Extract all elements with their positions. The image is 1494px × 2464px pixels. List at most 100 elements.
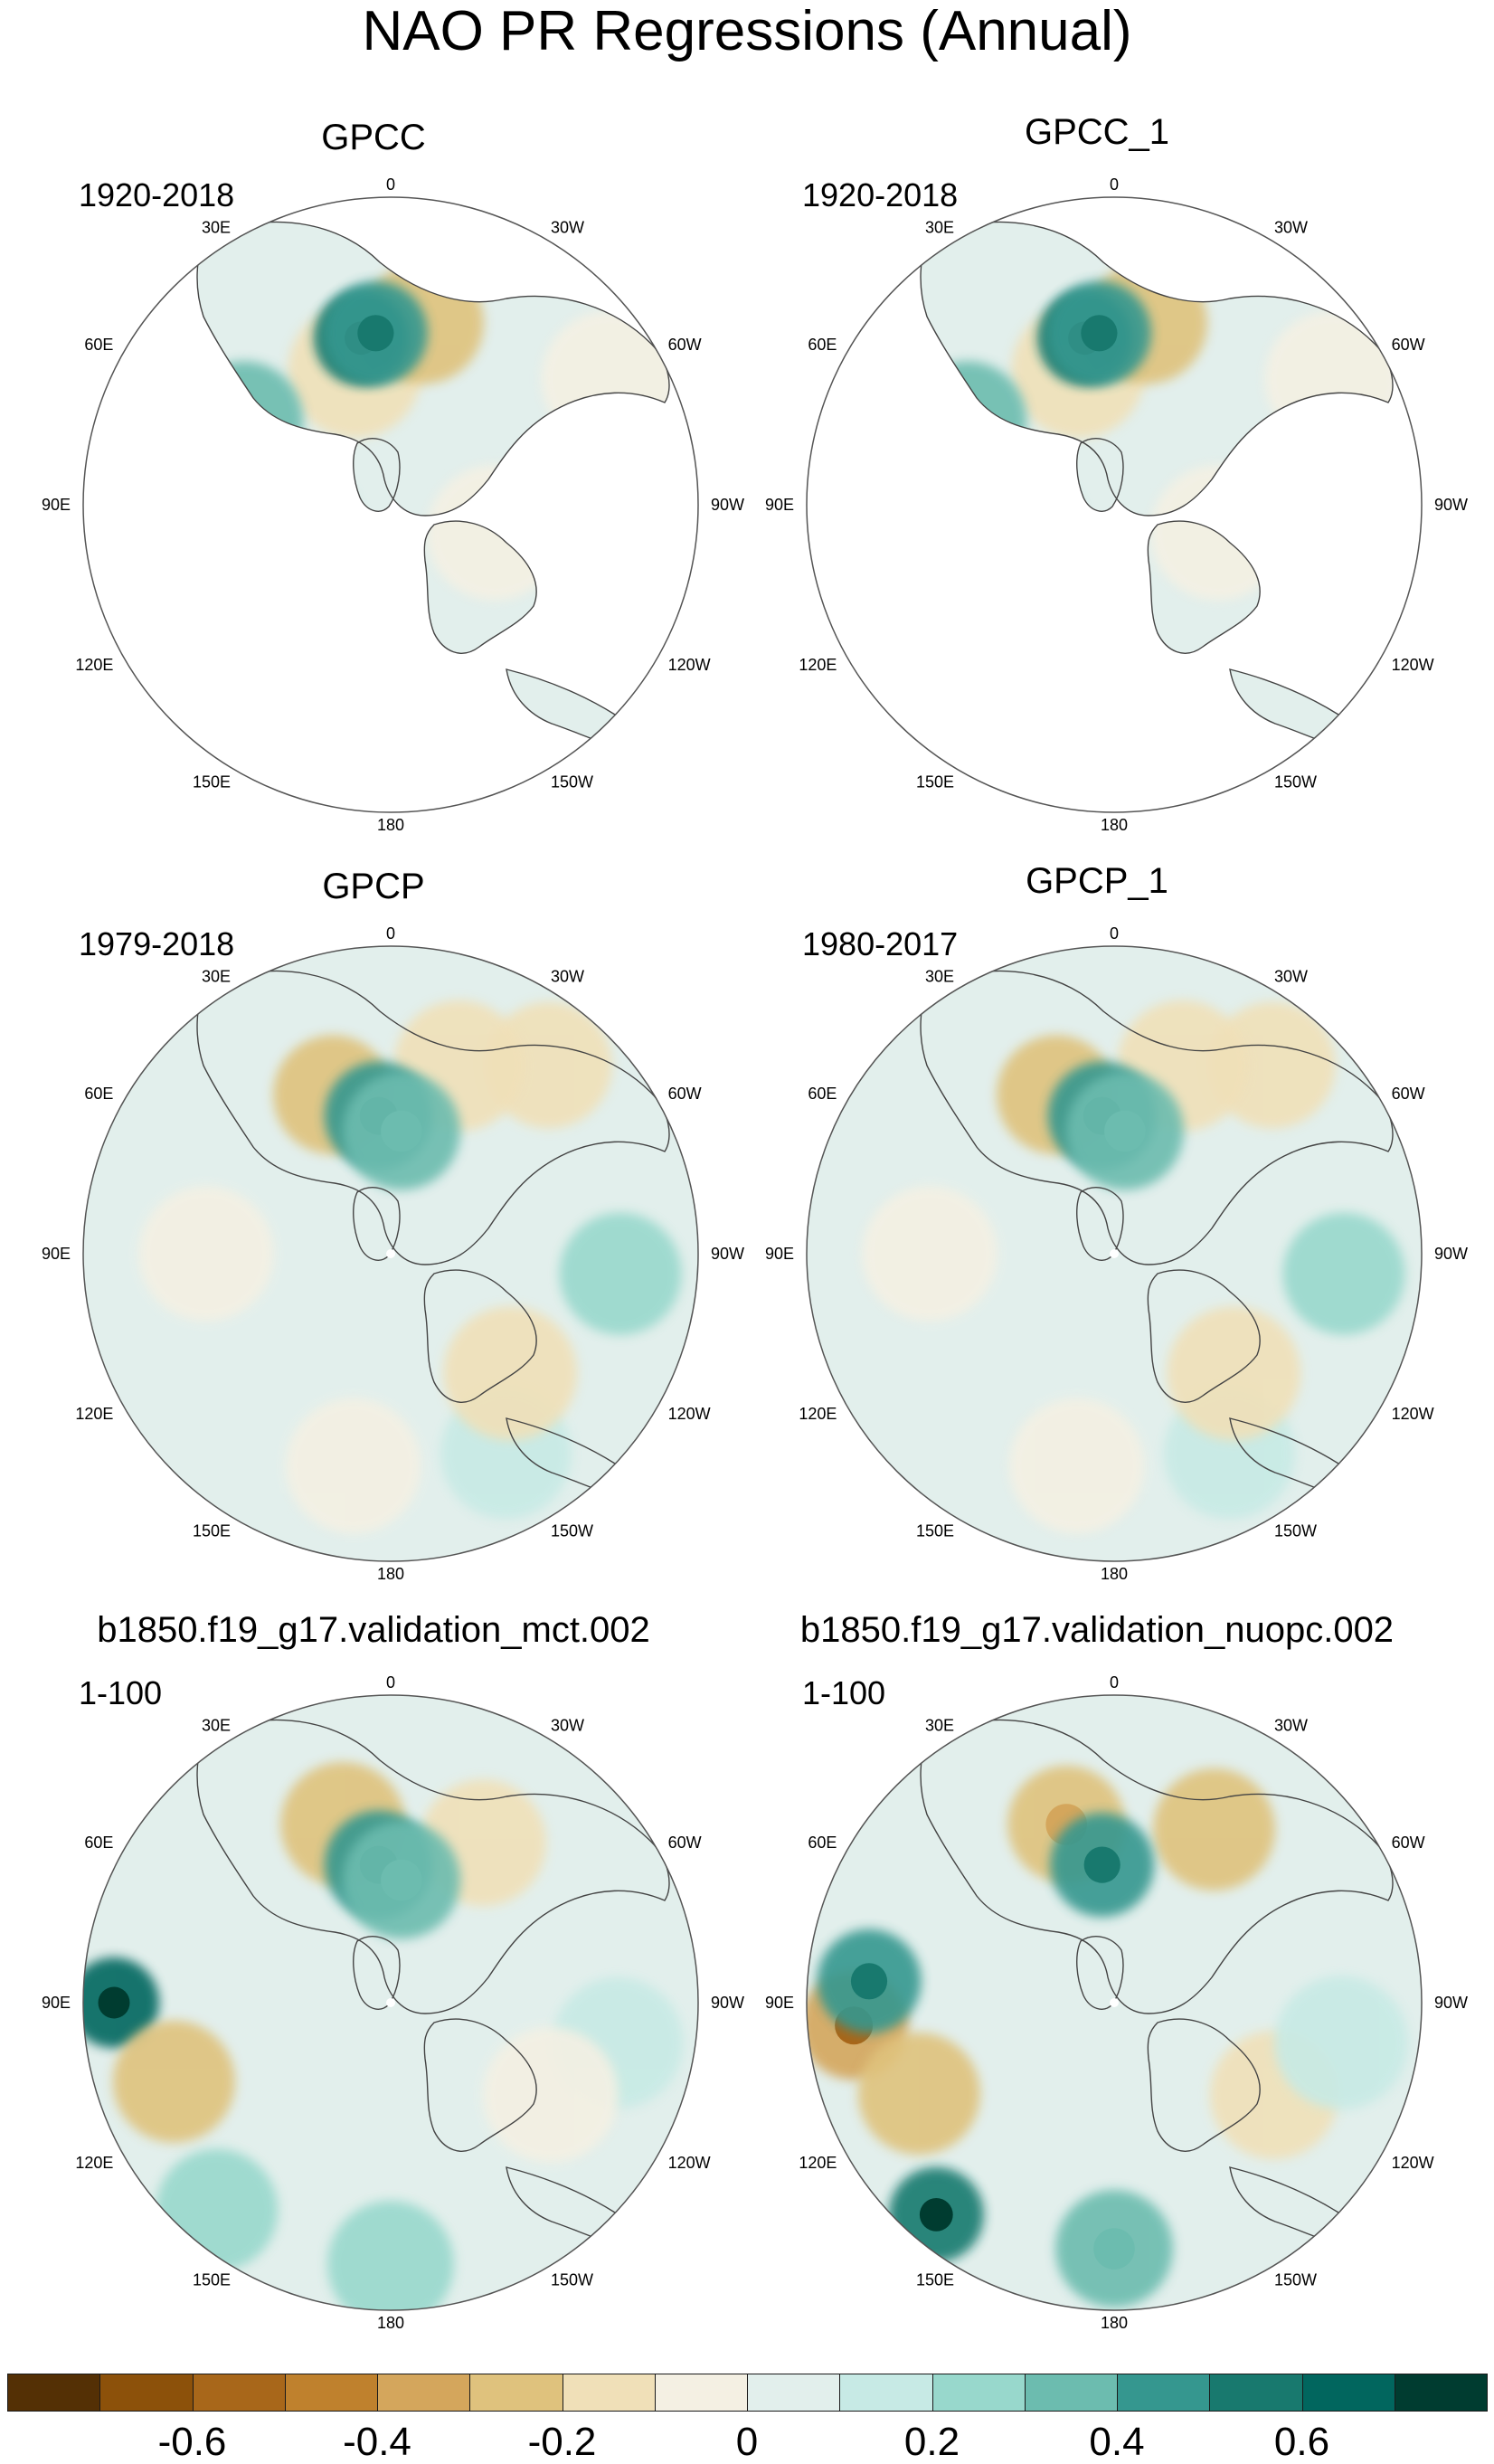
lon-label: 90E [765, 1994, 794, 2012]
lon-label: 60W [668, 336, 702, 354]
anomaly-blob [482, 2027, 619, 2163]
lon-label: 120E [75, 2154, 113, 2172]
colorbar-swatch [747, 2374, 841, 2412]
lon-label: 90W [1434, 496, 1468, 514]
lon-label: 90W [711, 496, 744, 514]
panel-title: GPCP [322, 867, 425, 906]
panel-years: 1-100 [802, 1674, 886, 1711]
lon-label: 150W [1274, 2271, 1317, 2289]
lon-label: 60E [808, 1085, 837, 1103]
anomaly-blob [557, 461, 669, 589]
lon-label: 90E [42, 496, 71, 514]
anomaly-blob [1281, 461, 1393, 589]
anomaly-blob [327, 2201, 454, 2310]
lon-label: 90E [42, 1245, 71, 1263]
colorbar-tick-label: -0.6 [157, 2420, 227, 2464]
lon-label: 30W [551, 1716, 584, 1734]
anomaly-blob [541, 310, 669, 447]
lon-label: 90E [765, 496, 794, 514]
colorbar-swatch [1209, 2374, 1303, 2412]
anomaly-core [919, 2198, 953, 2232]
colorbar [7, 2374, 1488, 2412]
lon-label: 180 [1101, 816, 1128, 834]
lon-label: 120E [75, 656, 113, 674]
lon-label: 0 [386, 1673, 395, 1692]
lon-label: 180 [1101, 1565, 1128, 1583]
lon-label: 180 [377, 816, 404, 834]
colorbar-swatch [284, 2374, 378, 2412]
map-boundary [806, 196, 1423, 813]
pole-hole [1110, 1249, 1119, 1258]
lon-label: 180 [377, 1565, 404, 1583]
lon-label: 30E [925, 967, 954, 985]
anomaly-core [98, 1986, 130, 2019]
panel-title: b1850.f19_g17.validation_nuopc.002 [799, 1610, 1395, 1650]
map-boundary [806, 1694, 1423, 2311]
lon-label: 150W [551, 1522, 593, 1540]
colorbar-tick-label: 0.2 [903, 2420, 960, 2464]
lon-label: 180 [1101, 2314, 1128, 2332]
lon-label: 150E [193, 773, 231, 791]
lon-label: 30W [1274, 218, 1308, 236]
anomaly-core [850, 1963, 888, 2000]
polar-map: 180 150E 120E 90E 60E 30E 0 30W 60W 90W 120W 150W [42, 175, 744, 834]
anomaly-blob [936, 565, 1074, 704]
panel-years: 1-100 [79, 1674, 163, 1711]
anomaly-blob [1208, 1001, 1336, 1129]
colorbar-tick-label: 0 [735, 2420, 759, 2464]
lon-label: 30E [925, 1716, 954, 1734]
lon-label: 150W [551, 773, 593, 791]
colorbar-swatch [1024, 2374, 1118, 2412]
lon-label: 120W [1392, 656, 1434, 674]
lon-label: 120E [799, 656, 837, 674]
lon-label: 150E [916, 773, 954, 791]
anomaly-core [1083, 1846, 1120, 1883]
lon-label: 60W [1392, 1085, 1425, 1103]
colorbar-swatch [839, 2374, 933, 2412]
polar-map: 180 150E 120E 90E 60E 30E 0 30W 60W 90W 120W 150W [765, 1673, 1468, 2332]
anomaly-core [357, 315, 394, 352]
anomaly-blob [862, 1186, 998, 1322]
anomaly-core [381, 1110, 422, 1152]
lon-label: 30W [551, 218, 584, 236]
lon-label: 0 [1110, 175, 1119, 194]
anomaly-blob [950, 462, 1087, 599]
anomaly-blob [485, 1001, 612, 1129]
lon-label: 120W [668, 656, 711, 674]
anomaly-core [1081, 315, 1118, 352]
figure-title: NAO PR Regressions (Annual) [362, 0, 1132, 62]
map-panel-gpcc: 180 150E 120E 90E 60E 30E 0 30W 60W 90W 120W 150W G… [0, 90, 747, 841]
map-boundary [806, 945, 1423, 1562]
lon-label: 0 [1110, 1673, 1119, 1692]
anomaly-blob [138, 1186, 274, 1322]
precip-field [83, 1695, 698, 2310]
anomaly-blob [197, 361, 304, 479]
lon-label: 60E [84, 1085, 113, 1103]
lon-label: 90E [42, 1994, 71, 2012]
colorbar-swatch [562, 2374, 656, 2412]
lon-label: 180 [377, 2314, 404, 2332]
lon-label: 120E [75, 1405, 113, 1423]
lon-label: 60E [808, 336, 837, 354]
colorbar-swatch [1394, 2374, 1488, 2412]
lon-label: 0 [386, 175, 395, 194]
pole-hole [386, 1998, 395, 2007]
lon-label: 120W [1392, 1405, 1434, 1423]
lon-label: 90E [765, 1245, 794, 1263]
colorbar-swatch [192, 2374, 286, 2412]
anomaly-blob [921, 361, 1027, 479]
anomaly-blob [1282, 1212, 1405, 1335]
anomaly-core [1093, 2228, 1135, 2270]
polar-map: 180 150E 120E 90E 60E 30E 0 30W 60W 90W 120W 150W [42, 924, 744, 1583]
lon-label: 150E [916, 1522, 954, 1540]
lon-label: 150E [193, 2271, 231, 2289]
map-panel-nuopc: 180 150E 120E 90E 60E 30E 0 30W 60W 90W 120W 150W b… [723, 1588, 1470, 2339]
lon-label: 60W [1392, 1834, 1425, 1852]
anomaly-blob [559, 1212, 682, 1335]
lon-label: 30W [1274, 1716, 1308, 1734]
anomaly-blob [112, 2020, 235, 2143]
lon-label: 120E [799, 2154, 837, 2172]
anomaly-core [947, 399, 988, 441]
map-boundary [82, 945, 699, 1562]
panel-title: GPCC_1 [1024, 112, 1170, 152]
